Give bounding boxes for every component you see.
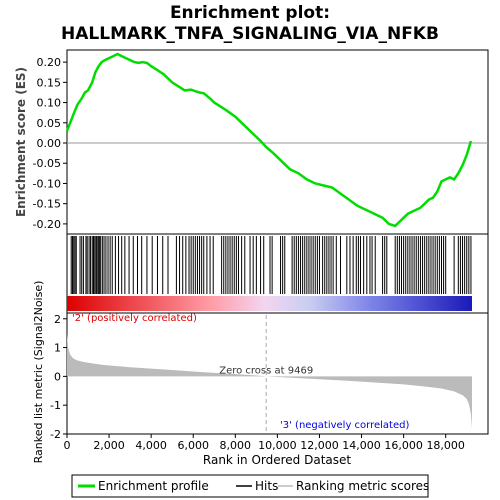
hits-panel	[66, 233, 489, 314]
x-tick-label: 14,000	[342, 439, 381, 452]
positive-label: '2' (positively correlated)	[72, 313, 197, 324]
es-tick-label: -0.15	[33, 198, 61, 211]
x-tick-label: 8,000	[220, 439, 252, 452]
es-tick-label: 0.10	[37, 97, 62, 110]
es-panel: 0.20 0.15 0.10 0.05 0.00 -0.05 -0.10 -0.15 -0.20	[33, 49, 489, 235]
x-tick-label: 2,000	[93, 439, 125, 452]
legend-profile-label: Enrichment profile	[98, 479, 209, 493]
metric-panel: 2 1 0 -1 -2 Zero cross at 9469 '2' (positive…	[50, 312, 489, 441]
es-axis-label: Enrichment score (ES)	[14, 67, 28, 217]
x-tick-label: 16,000	[384, 439, 423, 452]
metric-tick-label: 0	[54, 370, 61, 383]
x-tick-label: 4,000	[135, 439, 167, 452]
es-panel-frame	[66, 49, 489, 235]
rank-color-bar	[67, 296, 472, 311]
negative-label: '3' (negatively correlated)	[280, 420, 409, 431]
x-axis-label: Rank in Ordered Dataset	[203, 453, 351, 467]
es-tick-label: 0.15	[37, 76, 62, 89]
es-y-ticks: 0.20 0.15 0.10 0.05 0.00 -0.05 -0.10 -0.15 -0.20	[33, 56, 67, 231]
x-tick-label: 18,000	[426, 439, 465, 452]
metric-y-ticks: 2 1 0 -1 -2	[50, 313, 67, 441]
enrichment-profile-line	[65, 52, 473, 228]
es-tick-label: -0.05	[33, 157, 61, 170]
legend-hits-label: Hits	[255, 479, 278, 493]
metric-axis-label: Ranked list metric (Signal2Noise)	[32, 281, 45, 464]
legend-metric-label: Ranking metric scores	[296, 479, 429, 493]
metric-tick-label: -2	[50, 428, 61, 441]
ranking-metric-area	[67, 333, 472, 429]
x-tick-label: 6,000	[177, 439, 209, 452]
es-tick-label: 0.05	[37, 117, 62, 130]
chart-title-line1: Enrichment plot:	[170, 3, 330, 23]
es-tick-label: 0.20	[37, 56, 62, 69]
metric-tick-label: 2	[54, 313, 61, 326]
zero-cross-label: Zero cross at 9469	[219, 365, 313, 376]
legend: Enrichment profile Hits Ranking metric s…	[71, 474, 429, 498]
x-axis-ticks: 0 2,000 4,000 6,000 8,000 10,000 12,000 14,000 1…	[64, 434, 465, 452]
x-tick-label: 12,000	[300, 439, 339, 452]
es-tick-label: -0.20	[33, 218, 61, 231]
x-tick-label: 0	[64, 439, 71, 452]
x-tick-label: 10,000	[258, 439, 297, 452]
metric-tick-label: 1	[54, 342, 61, 355]
metric-tick-label: -1	[50, 399, 61, 412]
chart-title-line2: HALLMARK_TNFA_SIGNALING_VIA_NFKB	[61, 24, 439, 44]
es-tick-label: -0.10	[33, 177, 61, 190]
hit-marks	[70, 236, 472, 294]
es-tick-label: 0.00	[37, 137, 62, 150]
